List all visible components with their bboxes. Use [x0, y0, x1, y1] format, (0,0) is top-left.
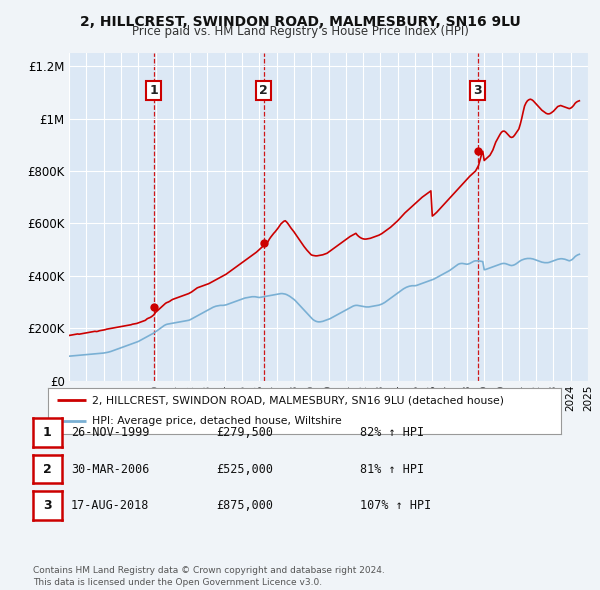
Text: Price paid vs. HM Land Registry's House Price Index (HPI): Price paid vs. HM Land Registry's House …	[131, 25, 469, 38]
Text: 82% ↑ HPI: 82% ↑ HPI	[360, 426, 424, 439]
Text: 1: 1	[43, 426, 52, 439]
Text: 2, HILLCREST, SWINDON ROAD, MALMESBURY, SN16 9LU (detached house): 2, HILLCREST, SWINDON ROAD, MALMESBURY, …	[92, 395, 503, 405]
Text: £875,000: £875,000	[216, 499, 273, 512]
Text: 2, HILLCREST, SWINDON ROAD, MALMESBURY, SN16 9LU: 2, HILLCREST, SWINDON ROAD, MALMESBURY, …	[80, 15, 520, 30]
Text: 3: 3	[43, 499, 52, 512]
Text: 26-NOV-1999: 26-NOV-1999	[71, 426, 149, 439]
Text: 3: 3	[473, 84, 482, 97]
Text: £525,000: £525,000	[216, 463, 273, 476]
Text: 107% ↑ HPI: 107% ↑ HPI	[360, 499, 431, 512]
Text: Contains HM Land Registry data © Crown copyright and database right 2024.
This d: Contains HM Land Registry data © Crown c…	[33, 566, 385, 587]
Text: 81% ↑ HPI: 81% ↑ HPI	[360, 463, 424, 476]
Text: 30-MAR-2006: 30-MAR-2006	[71, 463, 149, 476]
Text: HPI: Average price, detached house, Wiltshire: HPI: Average price, detached house, Wilt…	[92, 416, 341, 426]
Text: 1: 1	[149, 84, 158, 97]
Text: 17-AUG-2018: 17-AUG-2018	[71, 499, 149, 512]
Text: £279,500: £279,500	[216, 426, 273, 439]
Text: 2: 2	[259, 84, 268, 97]
Text: 2: 2	[43, 463, 52, 476]
